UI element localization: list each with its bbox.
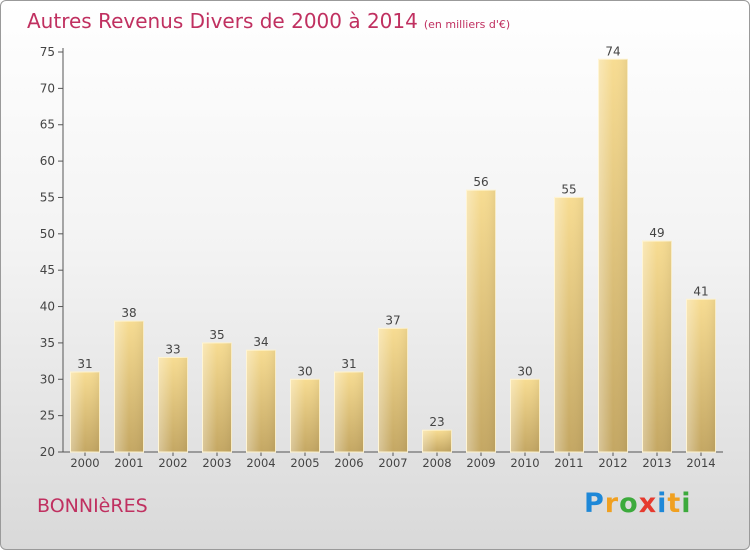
y-tick-label: 40 bbox=[40, 300, 55, 314]
y-tick-label: 30 bbox=[40, 372, 55, 386]
x-tick-label: 2013 bbox=[642, 456, 671, 470]
proxiti-logo: Proxiti bbox=[584, 488, 692, 519]
y-tick-label: 65 bbox=[40, 118, 55, 132]
bar-shade bbox=[554, 197, 584, 452]
y-tick-label: 75 bbox=[40, 45, 55, 59]
y-tick-label: 50 bbox=[40, 227, 55, 241]
data-label: 56 bbox=[473, 175, 488, 189]
logo-letter: i bbox=[681, 488, 692, 519]
logo-letter: x bbox=[638, 488, 658, 519]
data-label: 41 bbox=[693, 284, 708, 298]
logo-letter: P bbox=[584, 488, 605, 519]
data-label: 37 bbox=[385, 313, 400, 327]
bar-shade bbox=[114, 321, 144, 452]
bar-shade bbox=[642, 241, 672, 452]
data-label: 55 bbox=[561, 182, 576, 196]
bar-shade bbox=[158, 357, 188, 452]
bar-shade bbox=[466, 190, 496, 452]
data-label: 35 bbox=[209, 328, 224, 342]
data-label: 31 bbox=[77, 357, 92, 371]
y-tick-label: 45 bbox=[40, 263, 55, 277]
bar-shade bbox=[598, 59, 628, 452]
data-label: 38 bbox=[121, 306, 136, 320]
y-tick-label: 35 bbox=[40, 336, 55, 350]
logo-letter: o bbox=[619, 488, 639, 519]
chart-title: Autres Revenus Divers de 2000 à 2014 (en … bbox=[27, 9, 511, 33]
x-tick-label: 2008 bbox=[422, 456, 451, 470]
bar-shade bbox=[70, 372, 100, 452]
x-tick-label: 2001 bbox=[114, 456, 143, 470]
logo-letter: t bbox=[667, 488, 682, 519]
y-tick-label: 60 bbox=[40, 154, 55, 168]
logo-letter: r bbox=[604, 488, 620, 519]
bar-shade bbox=[246, 350, 276, 452]
y-tick-label: 70 bbox=[40, 81, 55, 95]
x-tick-label: 2010 bbox=[510, 456, 539, 470]
x-tick-label: 2007 bbox=[378, 456, 407, 470]
data-label: 33 bbox=[165, 342, 180, 356]
bar-shade bbox=[334, 372, 364, 452]
bar-shade bbox=[378, 328, 408, 452]
x-tick-label: 2006 bbox=[334, 456, 363, 470]
bar-shade bbox=[686, 299, 716, 452]
data-label: 34 bbox=[253, 335, 268, 349]
bar-shade bbox=[422, 430, 452, 452]
data-label: 30 bbox=[297, 364, 312, 378]
data-label: 30 bbox=[517, 364, 532, 378]
bar-shade bbox=[510, 379, 540, 452]
y-tick-label: 25 bbox=[40, 409, 55, 423]
commune-name: BONNIèRES bbox=[37, 495, 148, 517]
x-tick-label: 2000 bbox=[70, 456, 99, 470]
y-tick-label: 20 bbox=[40, 445, 55, 459]
bar-shade bbox=[202, 342, 232, 452]
data-label: 74 bbox=[605, 44, 620, 58]
chart-unit-note: (en milliers d'€) bbox=[423, 18, 511, 31]
x-tick-label: 2012 bbox=[598, 456, 627, 470]
x-tick-label: 2014 bbox=[686, 456, 715, 470]
data-label: 49 bbox=[649, 226, 664, 240]
bar-shade bbox=[290, 379, 320, 452]
data-label: 31 bbox=[341, 357, 356, 371]
y-tick-label: 55 bbox=[40, 190, 55, 204]
logo-letter: i bbox=[657, 488, 668, 519]
x-tick-label: 2005 bbox=[290, 456, 319, 470]
x-tick-label: 2011 bbox=[554, 456, 583, 470]
x-tick-label: 2003 bbox=[202, 456, 231, 470]
x-tick-label: 2002 bbox=[158, 456, 187, 470]
data-label: 23 bbox=[429, 415, 444, 429]
x-tick-label: 2004 bbox=[246, 456, 275, 470]
x-tick-label: 2009 bbox=[466, 456, 495, 470]
